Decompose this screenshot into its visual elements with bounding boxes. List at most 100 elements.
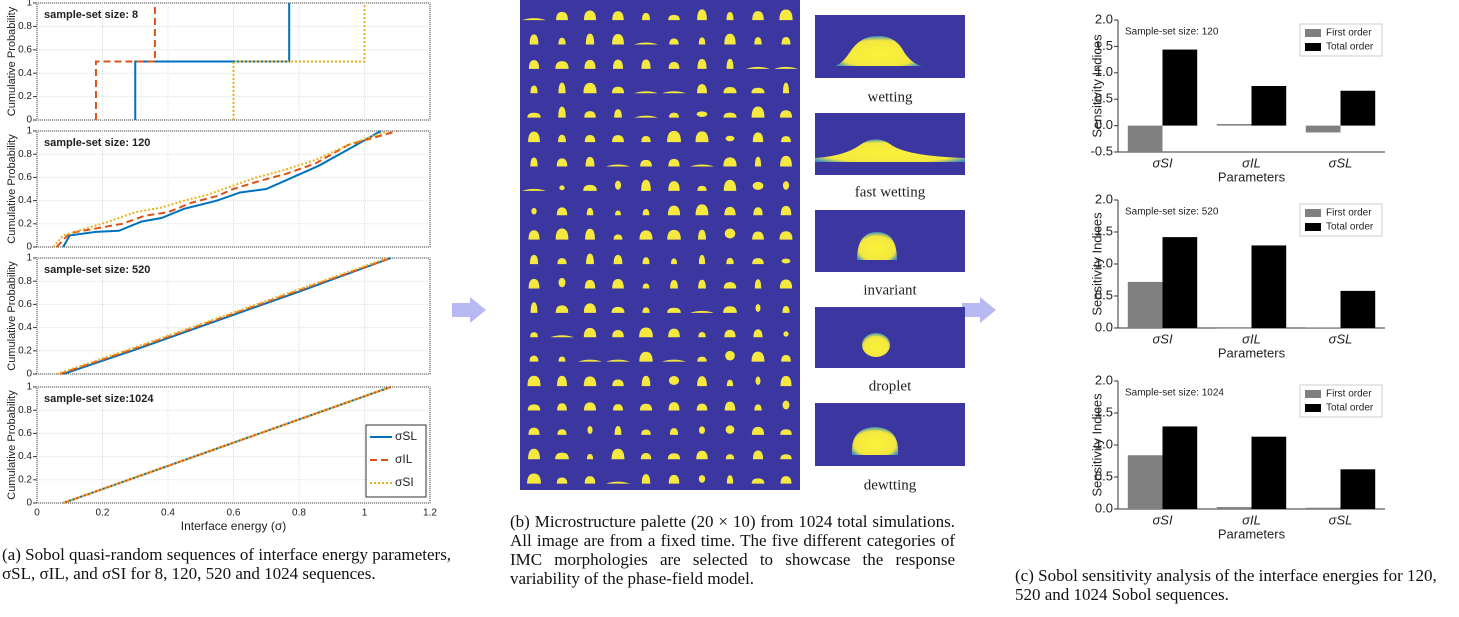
palette-tile xyxy=(530,157,538,167)
palette-tile xyxy=(613,254,623,265)
palette-tiles xyxy=(522,9,798,484)
palette-tile xyxy=(780,454,792,460)
palette-tile xyxy=(522,188,546,191)
palette-tile xyxy=(612,379,624,387)
palette-tile xyxy=(557,403,567,411)
y-axis-label: Sensitivity Indices xyxy=(1089,393,1104,497)
palette-tile xyxy=(783,331,789,337)
x-axis-label: Interface energy (σ) xyxy=(181,519,286,533)
palette-tile xyxy=(558,37,566,45)
palette-tile xyxy=(782,181,790,190)
palette-tile xyxy=(726,11,734,21)
palette-tile xyxy=(614,109,622,118)
cdf-line xyxy=(94,3,156,120)
palette-tile xyxy=(698,426,706,434)
category-label: droplet xyxy=(869,378,912,394)
palette-tile xyxy=(662,359,686,362)
palette-tile xyxy=(634,115,658,118)
palette-tile xyxy=(668,181,680,191)
y-tick-label: 0.5 xyxy=(1095,287,1113,302)
x-axis-label: Parameters xyxy=(1218,345,1286,360)
palette-tile xyxy=(528,60,540,69)
y-tick-label: 0.2 xyxy=(18,218,32,229)
palette-tile xyxy=(754,156,762,167)
y-tick-label: 0.6 xyxy=(18,428,32,439)
palette-tile xyxy=(668,14,680,21)
morphology xyxy=(857,232,897,260)
palette-tile xyxy=(696,403,708,411)
palette-tile xyxy=(726,257,734,265)
palette-tile xyxy=(753,207,763,216)
y-axis-label: Sensitivity Indices xyxy=(1089,212,1104,316)
x-tick-label: σSL xyxy=(1329,512,1353,527)
cdf-line xyxy=(59,257,392,375)
annotation: Sample-set size: 120 xyxy=(1125,27,1219,38)
annotation: Sample-set size: 520 xyxy=(1125,207,1219,218)
palette-tile xyxy=(557,375,567,387)
category-image xyxy=(815,307,965,368)
palette-tile xyxy=(583,82,597,94)
y-tick-label: 0.8 xyxy=(18,21,32,32)
bar xyxy=(1216,507,1252,509)
palette-tile xyxy=(667,130,681,143)
palette-tile xyxy=(612,329,624,338)
palette-tile xyxy=(782,82,790,94)
palette-tile xyxy=(779,110,793,118)
bar xyxy=(1216,328,1252,329)
palette-tile xyxy=(612,135,624,143)
palette-tile xyxy=(642,257,650,265)
palette-tile xyxy=(774,66,798,69)
bar xyxy=(1340,90,1376,126)
palette-tile xyxy=(667,453,681,460)
x-tick-label: σSI xyxy=(1152,331,1173,346)
y-tick-label: 0.8 xyxy=(18,405,32,416)
x-tick-label: 1 xyxy=(362,508,368,519)
y-tick-label: 0 xyxy=(26,369,32,380)
annotation: sample-set size: 520 xyxy=(44,264,150,276)
palette-tile xyxy=(755,304,761,312)
palette-tile xyxy=(752,450,764,460)
legend-label: First order xyxy=(1326,28,1372,39)
palette-tile xyxy=(613,234,623,240)
palette-tile xyxy=(612,278,624,289)
palette-tile xyxy=(780,205,792,216)
palette-tile xyxy=(668,328,680,338)
palette-tile xyxy=(752,11,764,21)
y-tick-label: 0.6 xyxy=(18,172,32,183)
palette-tile xyxy=(724,33,736,45)
palette-tile xyxy=(724,401,736,411)
y-tick-label: 1 xyxy=(26,126,32,137)
palette-tile xyxy=(558,356,566,362)
legend-swatch xyxy=(1305,209,1321,217)
palette-tile xyxy=(528,131,540,143)
palette-tile xyxy=(726,58,734,69)
palette-tile xyxy=(528,230,540,240)
category-label: wetting xyxy=(868,89,913,105)
x-tick-label: σIL xyxy=(1242,155,1261,170)
y-axis-label: Cumulative Probability xyxy=(6,6,18,116)
palette-tile xyxy=(781,36,791,45)
palette-tile xyxy=(723,157,737,167)
palette-tile xyxy=(751,351,765,362)
palette-tile xyxy=(668,474,680,484)
palette-tile xyxy=(697,58,707,69)
palette-tile xyxy=(583,376,597,387)
legend-label: Total order xyxy=(1326,42,1374,53)
legend-swatch xyxy=(1305,43,1321,51)
y-tick-label: 1.0 xyxy=(1095,255,1113,270)
y-tick-label: 0.0 xyxy=(1095,117,1113,132)
palette-tile xyxy=(780,155,792,167)
palette-tile xyxy=(780,429,792,435)
legend-label: σIL xyxy=(395,452,413,466)
palette-tile xyxy=(614,180,622,190)
palette-tile xyxy=(698,279,706,289)
y-tick-label: 1.0 xyxy=(1095,436,1113,451)
y-axis-label: Cumulative Probability xyxy=(6,261,18,371)
palette-tile xyxy=(642,208,650,216)
legend-label: σSI xyxy=(395,475,414,489)
palette-tile xyxy=(640,159,652,167)
palette-tile xyxy=(634,91,658,94)
palette-tile xyxy=(723,179,737,191)
